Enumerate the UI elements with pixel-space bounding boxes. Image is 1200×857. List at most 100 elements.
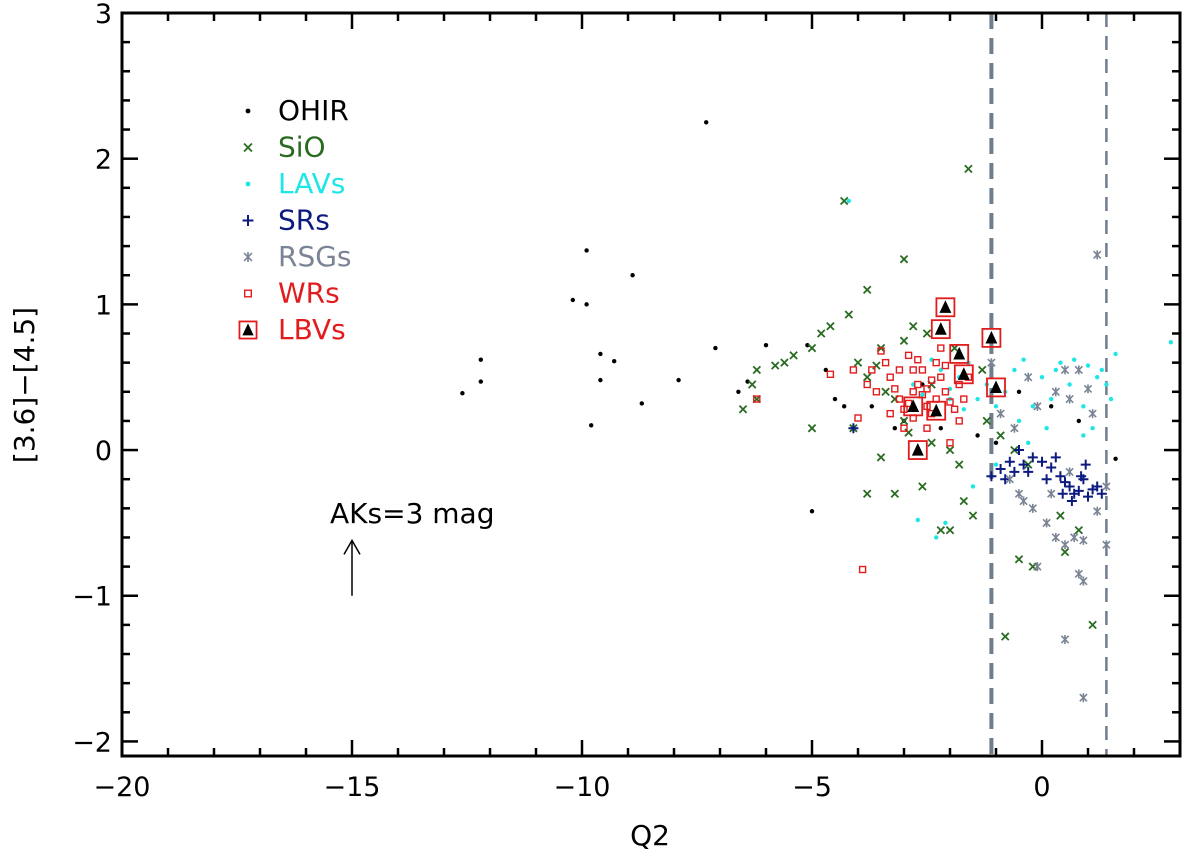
data-point-ohir <box>1016 389 1022 394</box>
series-ohir <box>460 120 1118 514</box>
data-point-sio <box>982 416 992 426</box>
data-point-wrs-shape <box>854 414 862 422</box>
data-point-sio-shape <box>899 416 909 426</box>
data-point-sio <box>899 254 909 264</box>
data-point-srs-shape <box>1009 466 1020 477</box>
legend-marker <box>245 108 251 114</box>
data-point-wrs-shape <box>923 424 931 432</box>
data-point-srs-shape <box>1041 474 1052 485</box>
data-point-lavs-shape <box>1085 363 1091 368</box>
data-point-lbvs <box>903 396 924 417</box>
extinction-arrow-head <box>343 538 361 555</box>
data-point-ohir <box>598 351 603 357</box>
data-point-ohir <box>809 509 815 514</box>
data-point-wrs-shape <box>914 380 922 389</box>
data-point-lbvs-triangle <box>953 346 966 360</box>
data-point-ohir-shape <box>993 440 999 445</box>
data-point-lavs <box>1012 367 1017 373</box>
data-point-rsgs <box>1051 387 1060 397</box>
data-point-rsgs-shape <box>1060 634 1070 644</box>
data-point-wrs <box>753 395 761 403</box>
data-point-srs <box>1064 481 1075 492</box>
data-point-ohir-shape <box>809 509 815 514</box>
data-point-ohir <box>745 379 750 384</box>
data-point-lavs <box>975 396 980 402</box>
data-point-sio-shape <box>904 428 913 437</box>
data-point-ohir <box>598 377 603 383</box>
data-point-ohir <box>589 423 594 428</box>
data-point-rsgs-shape <box>996 409 1005 419</box>
data-point-wrs-shape <box>950 405 959 413</box>
data-point-rsgs <box>1028 503 1037 513</box>
data-point-lbvs-square <box>935 297 956 318</box>
data-point-rsgs <box>987 358 996 368</box>
data-point-sio <box>908 321 918 331</box>
data-point-ohir-shape <box>630 273 635 278</box>
data-point-sio <box>738 405 748 414</box>
data-point-lavs <box>846 198 851 204</box>
legend-label: SiO <box>278 131 326 164</box>
data-point-sio-shape <box>954 460 964 469</box>
legend-marker <box>238 320 258 340</box>
data-point-wrs <box>895 395 904 403</box>
axis-ticks <box>120 11 1182 756</box>
data-point-ohir-shape <box>975 433 980 438</box>
data-point-sio-shape <box>839 196 849 206</box>
data-point-rsgs-shape <box>1051 387 1060 397</box>
data-point-rsgs-shape <box>1033 401 1042 411</box>
data-point-lavs-shape <box>1108 396 1114 402</box>
data-point-srs <box>1041 474 1052 485</box>
data-point-rsgs <box>1019 496 1028 506</box>
data-point-srs-shape <box>1057 488 1068 499</box>
legend-item-ohir: OHIR <box>245 94 349 127</box>
data-point-sio-shape <box>996 431 1005 440</box>
data-point-wrs-shape <box>881 358 890 367</box>
data-point-wrs-shape <box>753 395 761 403</box>
legend-marker-shape <box>242 215 254 226</box>
data-point-srs-shape <box>1037 456 1047 467</box>
data-point-sio-shape <box>982 416 992 426</box>
data-point-wrs-shape <box>937 373 945 381</box>
data-point-wrs-shape <box>955 380 963 389</box>
data-point-srs <box>995 463 1006 474</box>
data-point-lavs-shape <box>1113 351 1118 357</box>
data-point-rsgs <box>1074 569 1083 579</box>
data-point-lavs-shape <box>1168 340 1174 345</box>
series-lavs <box>846 198 1174 540</box>
data-point-wrs-shape <box>955 417 963 425</box>
data-point-sio-shape <box>770 361 780 370</box>
data-point-lavs-shape <box>846 198 851 204</box>
data-point-rsgs-shape <box>1102 540 1111 550</box>
data-point-ohir <box>704 120 709 125</box>
data-point-sio <box>968 511 978 520</box>
data-point-lavs-shape <box>1058 360 1063 365</box>
data-point-srs-shape <box>1027 452 1038 463</box>
data-point-lavs-shape <box>1016 418 1022 424</box>
data-point-wrs <box>937 373 945 381</box>
data-point-sio <box>1000 632 1010 641</box>
data-point-lbvs-square <box>986 377 1006 398</box>
data-point-ohir <box>832 396 838 402</box>
data-point-wrs <box>826 370 835 379</box>
data-point-sio-shape <box>738 405 748 414</box>
data-point-ohir-shape <box>842 404 847 409</box>
data-point-rsgs <box>1060 365 1070 375</box>
legend-item-srs: SRs <box>242 204 330 237</box>
data-point-ohir <box>478 379 483 384</box>
data-point-srs-shape <box>1066 496 1077 507</box>
data-point-rsgs-shape <box>1079 693 1088 703</box>
data-point-ohir <box>639 401 644 406</box>
data-point-sio <box>881 387 890 397</box>
data-point-rsgs-shape <box>1019 496 1028 506</box>
data-point-sio <box>807 343 817 353</box>
data-point-wrs <box>849 366 858 374</box>
data-point-wrs-shape <box>927 376 936 384</box>
data-point-lavs <box>920 392 925 397</box>
data-point-ohir-shape <box>598 351 603 357</box>
data-point-rsgs-shape <box>1051 532 1060 542</box>
data-point-srs <box>1080 459 1091 470</box>
data-point-lavs <box>1113 351 1118 357</box>
data-point-sio <box>964 164 973 174</box>
data-point-ohir <box>736 389 741 394</box>
data-point-ohir-shape <box>612 358 617 364</box>
